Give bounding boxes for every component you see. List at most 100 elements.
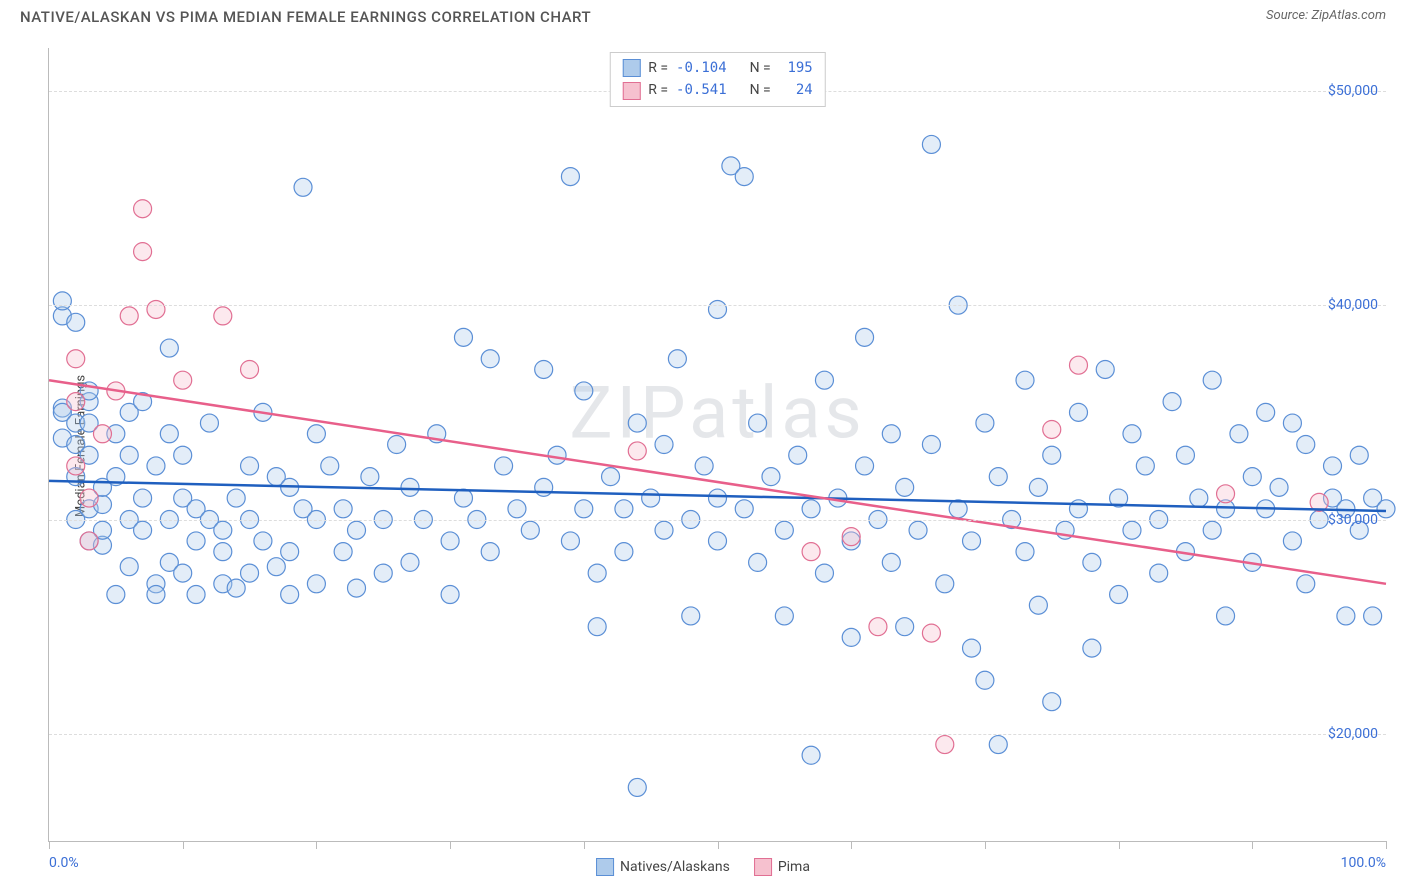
trend-line	[49, 380, 1386, 584]
data-point	[267, 558, 285, 576]
data-point	[241, 457, 259, 475]
data-point	[1043, 420, 1061, 438]
x-tick	[985, 841, 986, 849]
data-point	[749, 553, 767, 571]
legend-item: Pima	[754, 858, 810, 876]
data-point	[1350, 446, 1368, 464]
data-point	[976, 671, 994, 689]
data-point	[775, 607, 793, 625]
data-point	[134, 521, 152, 539]
data-point	[922, 135, 940, 153]
data-point	[709, 300, 727, 318]
data-point	[441, 586, 459, 604]
data-point	[93, 425, 111, 443]
stats-legend-row: R =-0.104 N =195	[622, 57, 812, 79]
data-point	[1217, 485, 1235, 503]
data-point	[896, 618, 914, 636]
data-point	[1029, 596, 1047, 614]
data-point	[655, 521, 673, 539]
data-point	[441, 532, 459, 550]
data-point	[588, 618, 606, 636]
data-point	[749, 414, 767, 432]
data-point	[842, 628, 860, 646]
n-value: 24	[779, 79, 813, 101]
data-point	[789, 446, 807, 464]
data-point	[187, 532, 205, 550]
data-point	[1283, 532, 1301, 550]
data-point	[1297, 575, 1315, 593]
data-point	[561, 168, 579, 186]
data-point	[936, 736, 954, 754]
data-point	[869, 618, 887, 636]
data-point	[174, 446, 192, 464]
data-point	[1096, 360, 1114, 378]
data-point	[1257, 403, 1275, 421]
data-point	[1136, 457, 1154, 475]
x-tick	[183, 841, 184, 849]
legend-swatch	[622, 59, 640, 77]
data-point	[1150, 564, 1168, 582]
data-point	[989, 736, 1007, 754]
x-tick	[316, 841, 317, 849]
data-point	[334, 500, 352, 518]
data-point	[1337, 607, 1355, 625]
data-point	[348, 521, 366, 539]
data-point	[989, 468, 1007, 486]
data-point	[856, 457, 874, 475]
data-point	[214, 521, 232, 539]
scatter-chart: ZIPatlas R =-0.104 N =195R =-0.541 N =24…	[48, 48, 1386, 842]
plot-svg	[49, 48, 1386, 841]
data-point	[348, 579, 366, 597]
data-point	[628, 414, 646, 432]
data-point	[1069, 356, 1087, 374]
data-point	[107, 586, 125, 604]
data-point	[896, 478, 914, 496]
x-tick	[1119, 841, 1120, 849]
legend-label: Pima	[778, 859, 810, 875]
data-point	[187, 586, 205, 604]
gridline-h	[49, 734, 1386, 735]
data-point	[802, 746, 820, 764]
data-point	[388, 436, 406, 454]
legend-swatch	[754, 858, 772, 876]
x-tick	[718, 841, 719, 849]
data-point	[628, 442, 646, 460]
data-point	[882, 553, 900, 571]
data-point	[963, 532, 981, 550]
r-value: -0.104	[676, 57, 727, 79]
data-point	[882, 425, 900, 443]
y-tick-label: $50,000	[1328, 83, 1378, 99]
data-point	[254, 532, 272, 550]
data-point	[1069, 403, 1087, 421]
n-label: N =	[750, 79, 771, 101]
data-point	[214, 307, 232, 325]
data-point	[495, 457, 513, 475]
data-point	[735, 500, 753, 518]
data-point	[120, 558, 138, 576]
data-point	[200, 414, 218, 432]
data-point	[174, 371, 192, 389]
data-point	[602, 468, 620, 486]
data-point	[535, 478, 553, 496]
data-point	[67, 393, 85, 411]
data-point	[922, 436, 940, 454]
data-point	[374, 564, 392, 582]
data-point	[922, 624, 940, 642]
data-point	[642, 489, 660, 507]
data-point	[1123, 425, 1141, 443]
data-point	[67, 350, 85, 368]
data-point	[401, 553, 419, 571]
data-point	[1083, 639, 1101, 657]
data-point	[936, 575, 954, 593]
data-point	[588, 564, 606, 582]
data-point	[615, 543, 633, 561]
data-point	[321, 457, 339, 475]
x-tick	[450, 841, 451, 849]
x-tick	[1252, 841, 1253, 849]
series-legend: Natives/Alaskans Pima	[596, 858, 810, 876]
y-tick-label: $20,000	[1328, 726, 1378, 742]
data-point	[401, 478, 419, 496]
legend-item: Natives/Alaskans	[596, 858, 730, 876]
data-point	[815, 371, 833, 389]
legend-swatch	[596, 858, 614, 876]
